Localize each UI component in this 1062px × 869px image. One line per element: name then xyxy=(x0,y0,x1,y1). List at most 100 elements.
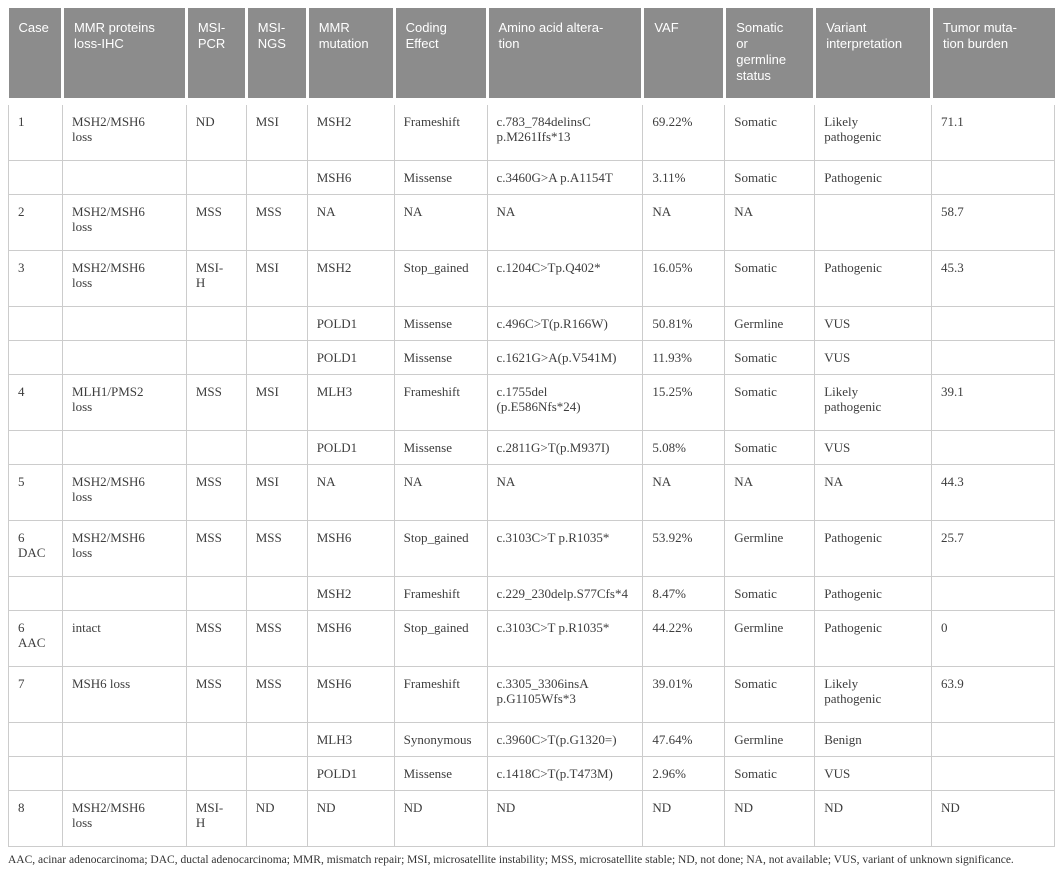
table-cell: VUS xyxy=(814,756,933,791)
table-cell: Pathogenic xyxy=(814,520,933,577)
table-cell: MSS xyxy=(185,374,247,431)
table-cell: NA xyxy=(486,194,644,251)
table-cell: Missense xyxy=(393,340,488,375)
table-cell xyxy=(8,430,63,465)
table-cell: MSH2/MSH6 loss xyxy=(61,790,187,847)
table-cell: Somatic xyxy=(724,160,816,195)
table-cell: Somatic xyxy=(724,666,816,723)
table-cell: 7 xyxy=(8,666,63,723)
col-header-amino-acid-alteration: Amino acid altera- tion xyxy=(487,8,645,105)
table-cell: MSH6 xyxy=(306,666,395,723)
table-row: 6 AAC intact MSS MSS MSH6 Stop_gained c.3103C>… xyxy=(8,610,1055,667)
header-row: Case MMR proteins loss-IHC MSI- PCR MSI-… xyxy=(8,8,1055,105)
table-cell: Somatic xyxy=(724,430,816,465)
table-cell: POLD1 xyxy=(306,340,395,375)
table-cell: Pathogenic xyxy=(814,160,933,195)
table-cell: Missense xyxy=(393,430,488,465)
col-header-msi-ngs: MSI- NGS xyxy=(246,8,309,105)
table-cell: 25.7 xyxy=(931,520,1055,577)
variants-table: Case MMR proteins loss-IHC MSI- PCR MSI-… xyxy=(8,8,1055,847)
table-cell: MSH2 xyxy=(306,101,395,161)
table-cell: Germline xyxy=(724,306,816,341)
table-cell: MSI- H xyxy=(185,790,247,847)
table-cell: Likely pathogenic xyxy=(814,374,933,431)
table-cell: Synonymous xyxy=(393,722,488,757)
table-cell: 45.3 xyxy=(931,250,1055,307)
table-cell: Germline xyxy=(724,610,816,667)
table-row: POLD1 Missense c.2811G>T(p.M937I) 5.08% Soma… xyxy=(8,430,1055,465)
table-cell: 8 xyxy=(8,790,63,847)
table-cell: Stop_gained xyxy=(393,520,488,577)
table-cell: Missense xyxy=(393,160,488,195)
table-cell: c.1755del (p.E586Nfs*24) xyxy=(486,374,644,431)
table-cell: 15.25% xyxy=(642,374,726,431)
table-cell xyxy=(185,722,247,757)
table-cell: NA xyxy=(814,464,933,521)
table-cell: MSS xyxy=(245,666,308,723)
table-cell xyxy=(245,306,308,341)
table-cell: MSS xyxy=(245,194,308,251)
table-cell: c.3305_3306insA p.G1105Wfs*3 xyxy=(486,666,644,723)
table-cell: MSH6 loss xyxy=(61,666,187,723)
table-cell: NA xyxy=(306,464,395,521)
table-row: 5 MSH2/MSH6 loss MSS MSI NA NA NA NA NA NA 44.3 xyxy=(8,464,1055,521)
table-cell xyxy=(185,756,247,791)
table-cell xyxy=(61,340,187,375)
table-cell: ND xyxy=(185,101,247,161)
table-cell: NA xyxy=(393,464,488,521)
table-row: 4 MLH1/PMS2 loss MSS MSI MLH3 Frameshift c.175… xyxy=(8,374,1055,431)
table-cell: 2.96% xyxy=(642,756,726,791)
table-cell: MSH2/MSH6 loss xyxy=(61,250,187,307)
table-cell: VUS xyxy=(814,306,933,341)
table-cell: POLD1 xyxy=(306,430,395,465)
table-cell xyxy=(931,306,1055,341)
table-cell: 39.01% xyxy=(642,666,726,723)
table-cell: MSI xyxy=(245,250,308,307)
table-cell: VUS xyxy=(814,430,933,465)
table-cell: 3 xyxy=(8,250,63,307)
table-cell: ND xyxy=(642,790,726,847)
table-cell: 11.93% xyxy=(642,340,726,375)
table-cell: VUS xyxy=(814,340,933,375)
table-cell: c.3460G>A p.A1154T xyxy=(486,160,644,195)
table-cell: 4 xyxy=(8,374,63,431)
table-cell: 0 xyxy=(931,610,1055,667)
table-cell: 3.11% xyxy=(642,160,726,195)
table-cell: Missense xyxy=(393,306,488,341)
table-cell xyxy=(185,306,247,341)
table-cell: 39.1 xyxy=(931,374,1055,431)
table-cell xyxy=(245,722,308,757)
table-cell: MSS xyxy=(185,610,247,667)
table-cell: 69.22% xyxy=(642,101,726,161)
table-cell: MSH2/MSH6 loss xyxy=(61,464,187,521)
table-cell: Stop_gained xyxy=(393,610,488,667)
table-cell: MLH3 xyxy=(306,722,395,757)
table-cell: 58.7 xyxy=(931,194,1055,251)
table-cell: MSI xyxy=(245,101,308,161)
col-header-somatic-or-germline-status: Somatic or germline status xyxy=(724,8,817,105)
col-header-case: Case xyxy=(8,8,64,105)
table-cell: c.496C>T(p.R166W) xyxy=(486,306,644,341)
table-cell xyxy=(8,306,63,341)
table-cell: MSH2/MSH6 loss xyxy=(61,520,187,577)
table-cell xyxy=(814,194,933,251)
table-row: 6 DAC MSH2/MSH6 loss MSS MSS MSH6 Stop_gained… xyxy=(8,520,1055,577)
table-cell: 44.3 xyxy=(931,464,1055,521)
table-cell xyxy=(185,576,247,611)
table-row: MSH2 Frameshift c.229_230delp.S77Cfs*4 8.47… xyxy=(8,576,1055,611)
table-cell: NA xyxy=(724,194,816,251)
table-cell xyxy=(61,576,187,611)
table-cell: Pathogenic xyxy=(814,610,933,667)
col-header-msi-pcr: MSI- PCR xyxy=(186,8,248,105)
table-cell: Frameshift xyxy=(393,666,488,723)
table-cell: 47.64% xyxy=(642,722,726,757)
table-cell: NA xyxy=(306,194,395,251)
table-cell: c.1418C>T(p.T473M) xyxy=(486,756,644,791)
col-header-variant-interpretation: Variant interpretation xyxy=(814,8,934,105)
table-cell: ND xyxy=(814,790,933,847)
table-cell: 1 xyxy=(8,101,63,161)
table-cell xyxy=(8,756,63,791)
table-cell: Benign xyxy=(814,722,933,757)
col-header-mmr-mutation: MMR mutation xyxy=(307,8,396,105)
